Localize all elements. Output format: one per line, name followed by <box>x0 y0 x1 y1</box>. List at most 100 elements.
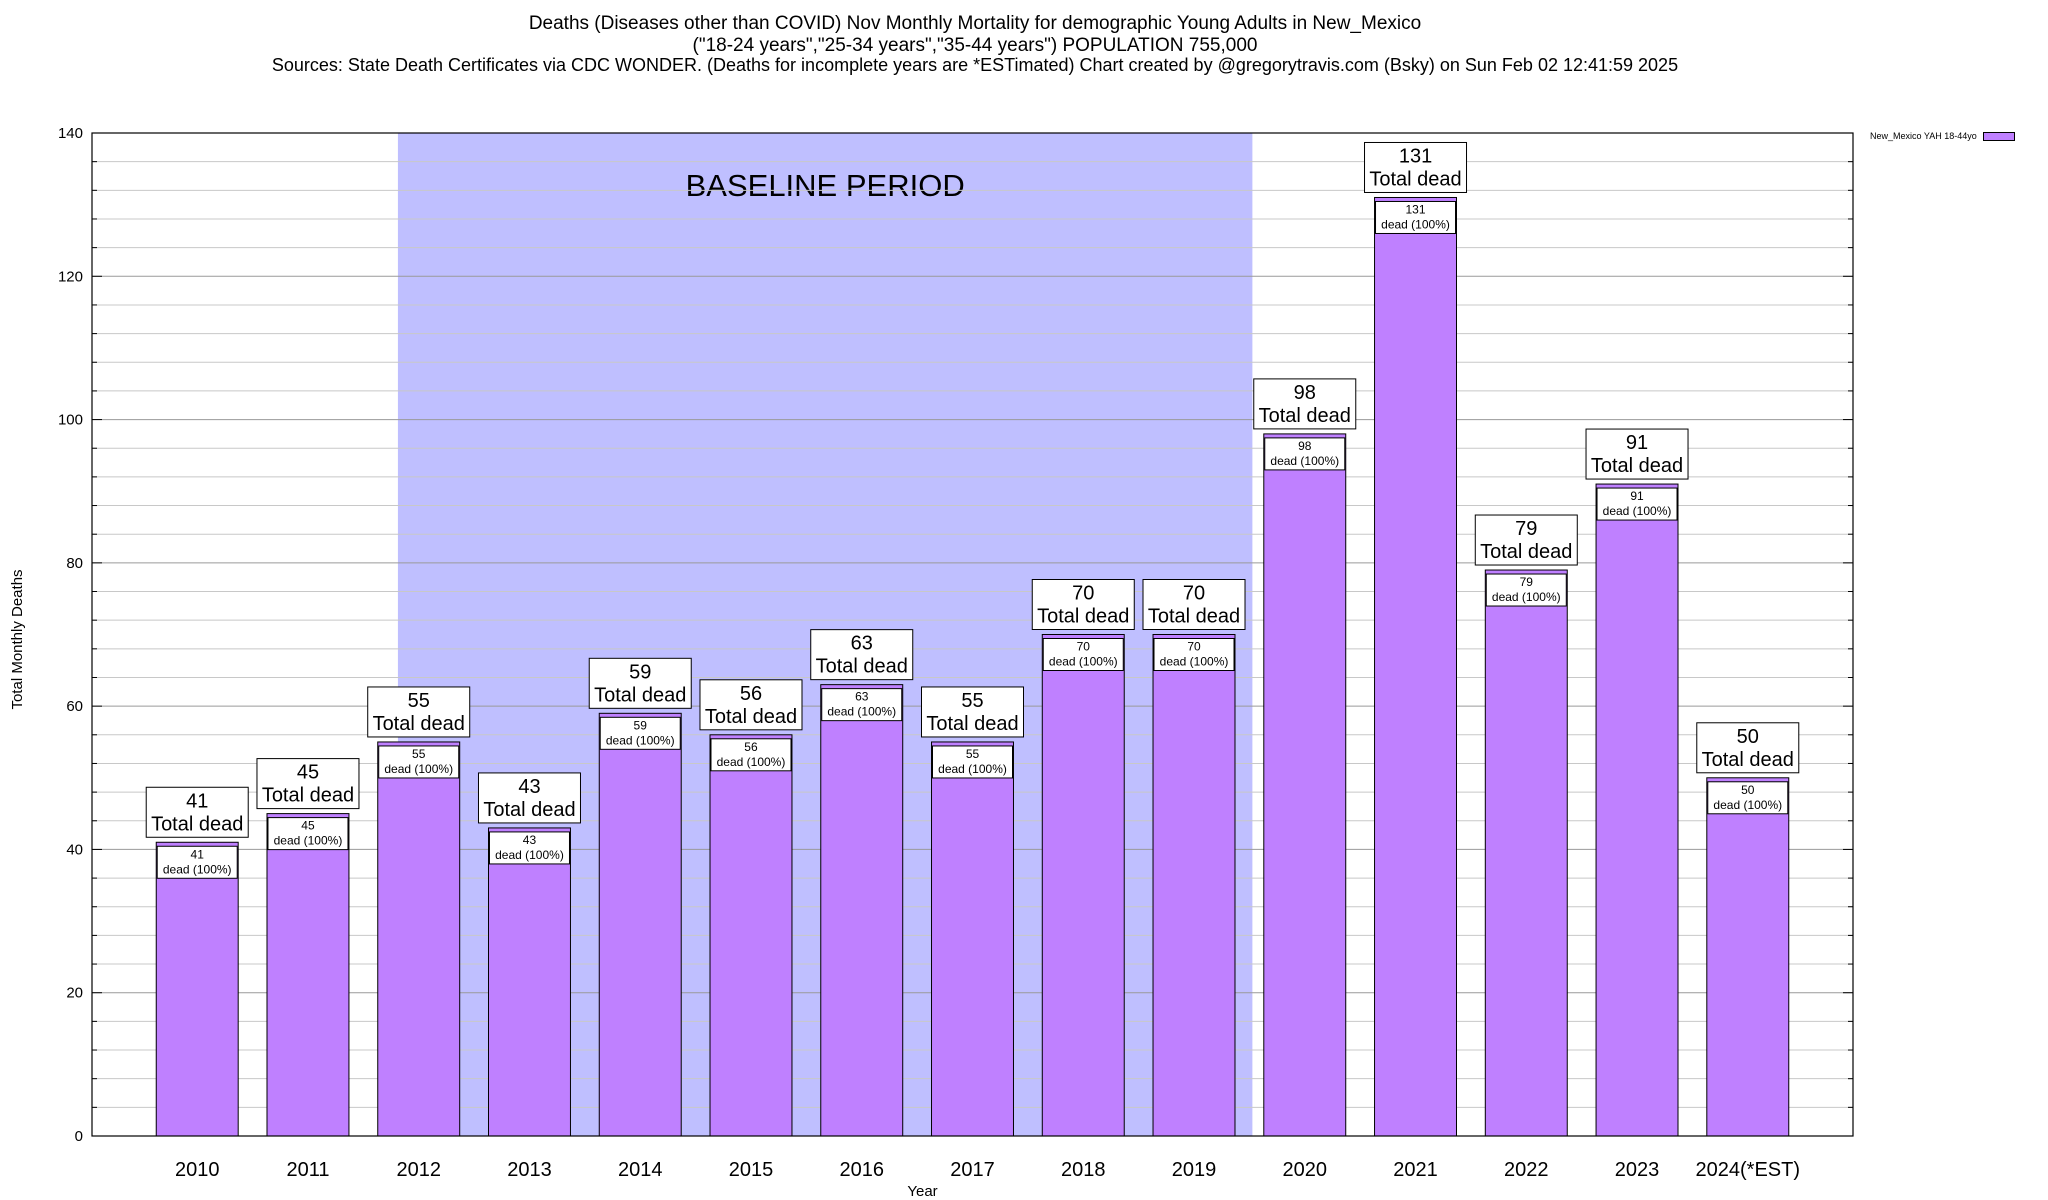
inner-data-label: 98 <box>1298 439 1312 453</box>
y-tick-label: 60 <box>66 698 83 715</box>
inner-label-box <box>1153 638 1235 671</box>
x-tick-label: 2014 <box>618 1159 663 1181</box>
inner-data-label: dead (100%) <box>274 834 343 848</box>
top-data-label: Total dead <box>373 713 465 735</box>
inner-data-label: dead (100%) <box>827 705 896 719</box>
top-data-label: 91 <box>1626 432 1648 454</box>
bar <box>598 712 682 1137</box>
top-data-label: 131 <box>1399 145 1432 167</box>
inner-data-label: 91 <box>1630 489 1644 503</box>
inner-label-box <box>378 745 460 779</box>
top-label-box <box>367 686 471 738</box>
inner-data-label: dead (100%) <box>1492 590 1561 604</box>
top-data-label: 55 <box>961 690 983 712</box>
inner-label-box <box>932 745 1013 779</box>
x-tick-label: 2020 <box>1283 1159 1328 1181</box>
inner-label-box <box>267 817 349 851</box>
inner-data-label: dead (100%) <box>1270 454 1339 468</box>
bar <box>1706 777 1790 1137</box>
bar <box>1484 569 1568 1137</box>
inner-label-box <box>821 688 903 722</box>
inner-label-box <box>1596 487 1678 521</box>
top-data-label: Total dead <box>483 799 575 821</box>
inner-data-label: dead (100%) <box>163 862 232 876</box>
x-axis-label: Year <box>907 1183 937 1200</box>
chart-title: Deaths (Diseases other than COVID) Nov M… <box>528 13 1422 34</box>
top-label-box <box>699 679 803 731</box>
top-data-label: Total dead <box>262 785 354 807</box>
inner-label-box <box>156 845 238 879</box>
inner-label-box <box>1042 638 1124 671</box>
top-data-label: 50 <box>1737 726 1759 748</box>
bar <box>377 741 461 1137</box>
x-tick-label: 2022 <box>1504 1159 1549 1181</box>
x-tick-label: 2010 <box>175 1159 220 1181</box>
y-tick-label: 80 <box>66 555 83 572</box>
x-tick-label: 2016 <box>839 1159 884 1181</box>
inner-data-label: 70 <box>1187 640 1201 654</box>
inner-label-box <box>599 716 681 750</box>
top-data-label: 41 <box>186 790 208 812</box>
inner-data-label: dead (100%) <box>717 755 786 769</box>
x-tick-label: 2018 <box>1061 1159 1106 1181</box>
top-data-label: Total dead <box>1037 606 1129 628</box>
inner-data-label: 79 <box>1520 575 1534 589</box>
top-label-box <box>145 786 249 838</box>
top-label-box <box>1696 722 1800 774</box>
y-tick-label: 0 <box>75 1128 83 1145</box>
top-label-box <box>1364 141 1468 193</box>
inner-label-box <box>1485 573 1567 607</box>
y-tick-label: 140 <box>58 125 83 142</box>
top-data-label: Total dead <box>1702 749 1794 771</box>
top-data-label: 70 <box>1072 583 1094 605</box>
inner-data-label: dead (100%) <box>1381 217 1450 231</box>
top-data-label: Total dead <box>1259 405 1351 427</box>
top-data-label: 59 <box>629 661 651 683</box>
inner-data-label: 45 <box>301 819 315 833</box>
inner-data-label: 41 <box>191 847 205 861</box>
inner-data-label: 63 <box>855 690 869 704</box>
top-data-label: Total dead <box>816 656 908 678</box>
top-label-box <box>1253 378 1357 430</box>
legend-label: New_Mexico YAH 18-44yo <box>1870 131 1977 141</box>
y-tick-label: 100 <box>58 412 83 429</box>
inner-data-label: 131 <box>1406 202 1426 216</box>
y-tick-label: 20 <box>66 985 83 1002</box>
inner-data-label: dead (100%) <box>1603 504 1672 518</box>
inner-data-label: 59 <box>634 718 648 732</box>
top-data-label: Total dead <box>1591 455 1683 477</box>
top-data-label: 45 <box>297 762 319 784</box>
legend-swatch <box>1982 131 2015 141</box>
inner-data-label: dead (100%) <box>938 762 1007 776</box>
x-tick-label: 2017 <box>950 1159 995 1181</box>
top-data-label: 56 <box>740 683 762 705</box>
plot-border <box>91 132 1854 1137</box>
top-label-box <box>921 686 1024 738</box>
top-label-box <box>1031 579 1135 630</box>
top-data-label: Total dead <box>1148 606 1240 628</box>
top-label-box <box>588 657 692 709</box>
top-data-label: 98 <box>1294 382 1316 404</box>
top-data-label: Total dead <box>1480 541 1572 563</box>
top-data-label: Total dead <box>1369 168 1461 190</box>
top-data-label: Total dead <box>705 706 797 728</box>
x-tick-label: 2012 <box>396 1159 441 1181</box>
inner-label-box <box>710 738 792 772</box>
x-tick-label: 2011 <box>286 1159 329 1181</box>
top-data-label: 55 <box>408 690 430 712</box>
inner-data-label: 43 <box>523 833 537 847</box>
top-data-label: 43 <box>518 776 540 798</box>
inner-data-label: dead (100%) <box>1049 655 1118 669</box>
bar <box>1374 196 1457 1137</box>
bar <box>266 813 350 1137</box>
inner-data-label: dead (100%) <box>1160 655 1229 669</box>
inner-data-label: 56 <box>744 740 758 754</box>
inner-data-label: 50 <box>1741 783 1755 797</box>
top-label-box <box>477 772 581 824</box>
top-data-label: 63 <box>851 633 873 655</box>
y-tick-label: 120 <box>58 268 83 285</box>
top-label-box <box>1474 514 1578 566</box>
bar <box>820 684 904 1137</box>
inner-data-label: dead (100%) <box>606 733 675 747</box>
